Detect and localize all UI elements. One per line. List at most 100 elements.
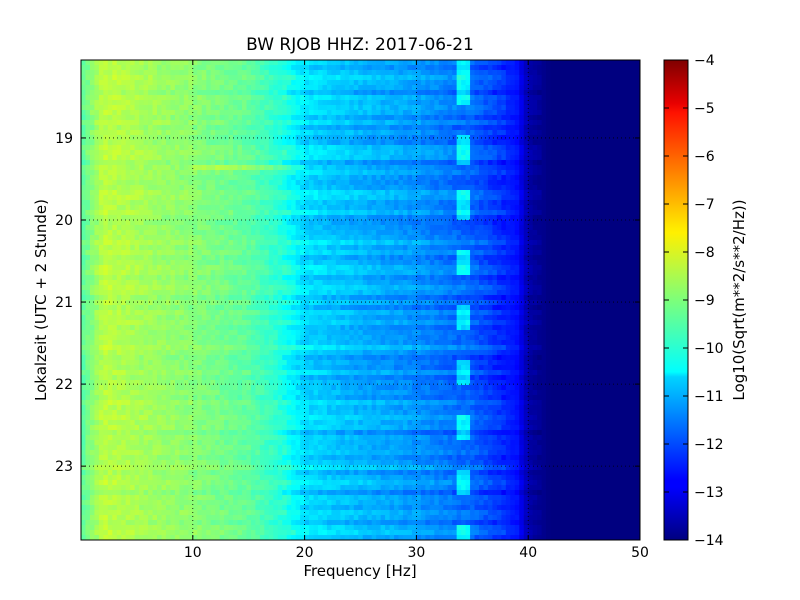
heatmap-cell <box>550 105 556 111</box>
heatmap-cell <box>318 95 324 101</box>
heatmap-cell <box>183 235 189 241</box>
heatmap-cell <box>541 210 547 216</box>
heatmap-cell <box>635 165 640 171</box>
heatmap-cell <box>465 85 471 91</box>
heatmap-cell <box>250 205 257 211</box>
heatmap-cell <box>107 110 113 116</box>
heatmap-cell <box>617 185 623 191</box>
heatmap-cell <box>438 255 444 261</box>
heatmap-cell <box>532 80 538 86</box>
heatmap-cell <box>604 170 610 176</box>
heatmap-cell <box>121 65 127 71</box>
heatmap-cell <box>613 95 619 101</box>
heatmap-cell <box>537 215 543 221</box>
heatmap-cell <box>581 150 587 156</box>
heatmap-cell <box>631 90 637 96</box>
heatmap-cell <box>496 145 502 151</box>
heatmap-cell <box>581 70 587 76</box>
heatmap-cell <box>268 225 274 231</box>
heatmap-cell <box>125 145 131 151</box>
heatmap-cell <box>389 120 395 126</box>
heatmap-cell <box>291 115 297 121</box>
heatmap-cell <box>595 70 601 76</box>
heatmap-cell <box>402 155 409 161</box>
heatmap-cell <box>125 180 131 186</box>
heatmap-cell <box>130 110 136 116</box>
heatmap-cell <box>112 80 118 86</box>
heatmap-cell <box>358 145 364 151</box>
heatmap-cell <box>447 100 453 106</box>
heatmap-cell <box>322 225 328 231</box>
heatmap-cell <box>577 80 583 86</box>
heatmap-cell <box>434 65 440 71</box>
heatmap-cell <box>501 225 507 231</box>
heatmap-cell <box>228 205 234 211</box>
heatmap-cell <box>528 120 534 126</box>
heatmap-cell <box>528 170 534 176</box>
heatmap-cell <box>206 85 212 91</box>
heatmap-cell <box>635 225 640 231</box>
heatmap-cell <box>291 230 297 236</box>
heatmap-cell <box>456 170 462 176</box>
heatmap-cell <box>519 225 525 231</box>
heatmap-cell <box>595 75 601 81</box>
heatmap-cell <box>398 70 404 76</box>
heatmap-cell <box>608 155 614 161</box>
heatmap-cell <box>139 110 145 116</box>
heatmap-cell <box>402 165 409 171</box>
heatmap-cell <box>394 255 400 261</box>
heatmap-cell <box>349 95 355 101</box>
heatmap-cell <box>174 215 180 221</box>
heatmap-cell <box>367 160 373 166</box>
heatmap-cell <box>103 150 109 156</box>
heatmap-cell <box>358 135 364 141</box>
heatmap-cell <box>107 240 113 246</box>
heatmap-cell <box>635 80 640 86</box>
heatmap-cell <box>309 200 315 206</box>
heatmap-cell <box>326 85 333 91</box>
heatmap-cell <box>420 230 426 236</box>
heatmap-cell <box>349 240 355 246</box>
heatmap-cell <box>541 215 547 221</box>
heatmap-cell <box>546 190 552 196</box>
heatmap-cell <box>335 80 341 86</box>
heatmap-cell <box>282 195 288 201</box>
heatmap-cell <box>255 210 261 216</box>
heatmap-cell <box>492 90 498 96</box>
heatmap-cell <box>157 125 163 131</box>
heatmap-cell <box>577 240 583 246</box>
heatmap-cell <box>264 160 270 166</box>
heatmap-cell <box>452 155 458 161</box>
heatmap-cell <box>188 245 194 251</box>
heatmap-cell <box>188 255 194 261</box>
heatmap-cell <box>174 105 180 111</box>
heatmap-cell <box>443 100 449 106</box>
heatmap-cell <box>331 145 337 151</box>
heatmap-cell <box>161 220 167 226</box>
heatmap-cell <box>492 140 498 146</box>
heatmap-cell <box>103 95 109 101</box>
heatmap-cell <box>259 170 265 176</box>
heatmap-cell <box>313 140 319 146</box>
heatmap-cell <box>380 150 386 156</box>
heatmap-cell <box>103 60 109 66</box>
heatmap-cell <box>546 100 552 106</box>
heatmap-cell <box>353 130 359 136</box>
heatmap-cell <box>192 160 198 166</box>
heatmap-cell <box>121 90 127 96</box>
heatmap-cell <box>581 180 587 186</box>
heatmap-cell <box>349 225 355 231</box>
heatmap-cell <box>546 125 552 131</box>
heatmap-cell <box>394 210 400 216</box>
heatmap-cell <box>259 175 265 181</box>
heatmap-cell <box>367 60 373 66</box>
heatmap-cell <box>179 250 185 256</box>
heatmap-cell <box>264 85 270 91</box>
heatmap-cell <box>174 110 180 116</box>
heatmap-cell <box>631 110 637 116</box>
heatmap-cell <box>608 190 614 196</box>
heatmap-cell <box>304 80 310 86</box>
heatmap-cell <box>492 170 498 176</box>
heatmap-cell <box>523 120 529 126</box>
heatmap-cell <box>152 215 158 221</box>
